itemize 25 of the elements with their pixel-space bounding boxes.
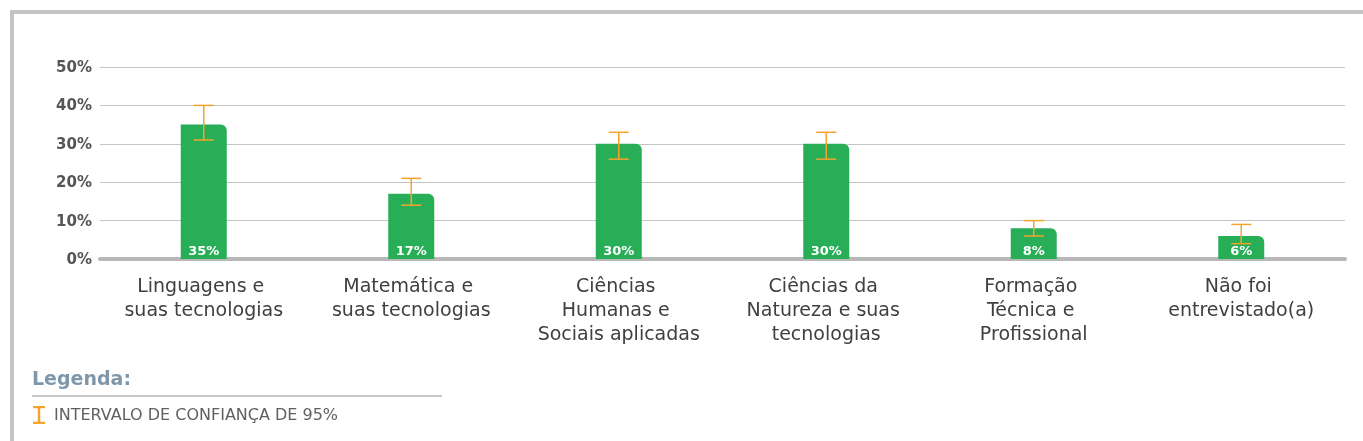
y-tick-label: 20% <box>56 173 92 192</box>
data-label: 30% <box>603 243 635 258</box>
data-label: 6% <box>1230 243 1253 258</box>
y-tick-label: 30% <box>56 134 92 153</box>
y-tick-label: 10% <box>56 211 92 230</box>
x-tick-label: Matemática e suas tecnologias <box>331 274 491 320</box>
bar <box>388 193 435 259</box>
y-tick-label: 50% <box>56 58 92 76</box>
bar <box>1010 228 1057 259</box>
data-label: 35% <box>188 243 220 258</box>
data-label: 8% <box>1022 243 1045 258</box>
legend-title: Legenda: <box>32 367 442 397</box>
x-tick-label: Linguagens e suas tecnologias <box>124 274 284 320</box>
bar <box>180 124 227 259</box>
text: INTERVALO DE CONFIANÇA DE 95% <box>54 405 339 424</box>
y-tick-label: 40% <box>56 96 92 115</box>
bar <box>595 143 642 259</box>
data-label: 17% <box>395 243 427 258</box>
y-tick-label: 0% <box>66 250 92 268</box>
x-tick-label: Ciências da Natureza e suas tecnologias <box>746 274 906 344</box>
x-tick-label: Ciências Humanas e Sociais aplicadas <box>537 274 700 344</box>
x-tick-label: Formação Técnica e Profissional <box>979 274 1088 344</box>
x-tick-label: Não foi entrevistado(a) <box>1168 274 1315 320</box>
data-label: 30% <box>810 243 842 258</box>
bar <box>803 143 850 259</box>
